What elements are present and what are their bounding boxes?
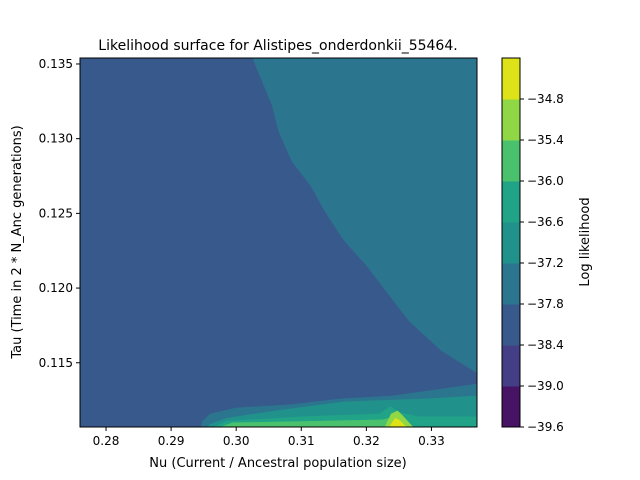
colorbar-band: [502, 99, 520, 141]
colorbar-tick-label: −34.8: [527, 92, 564, 106]
y-tick-label: 0.135: [39, 57, 73, 71]
x-tick-label: 0.32: [353, 434, 380, 448]
colorbar-tick-label: −36.6: [527, 215, 564, 229]
y-tick-label: 0.130: [39, 132, 73, 146]
x-tick-label: 0.31: [288, 434, 315, 448]
y-axis-ticks: 0.115 0.120 0.125 0.130 0.135: [39, 57, 80, 370]
colorbar-tick-label: −39.6: [527, 420, 564, 434]
colorbar-band: [502, 304, 520, 346]
colorbar-band: [502, 181, 520, 223]
colorbar: −39.6 −39.0 −38.4 −37.8 −37.2 −36.6 −36.0 −35.4…: [501, 57, 564, 434]
x-axis-label: Nu (Current / Ancestral population size): [149, 456, 406, 471]
colorbar-band: [502, 263, 520, 305]
chart-title: Likelihood surface for Alistipes_onderdo…: [98, 38, 457, 54]
colorbar-tick-label: −38.4: [527, 338, 564, 352]
y-tick-label: 0.125: [39, 206, 73, 220]
x-axis-ticks: 0.28 0.29 0.30 0.31 0.32 0.33: [93, 427, 445, 448]
colorbar-band: [502, 345, 520, 387]
colorbar-tick-label: −37.2: [527, 256, 564, 270]
colorbar-tick-label: −35.4: [527, 133, 564, 147]
colorbar-band: [502, 58, 520, 100]
colorbar-band: [502, 140, 520, 182]
colorbar-band: [502, 386, 520, 428]
x-tick-label: 0.33: [418, 434, 445, 448]
contour-region-6: [219, 418, 389, 427]
contour-regions: [80, 58, 477, 427]
y-tick-label: 0.120: [39, 281, 73, 295]
x-tick-label: 0.29: [158, 434, 185, 448]
contour-region-2: [80, 58, 477, 427]
x-tick-label: 0.30: [223, 434, 250, 448]
colorbar-label: Log likelihood: [578, 197, 593, 286]
y-axis-label: Tau (Time in 2 * N_Anc generations): [10, 125, 25, 359]
colorbar-tick-label: −39.0: [527, 379, 564, 393]
contour-region-8: [389, 418, 407, 427]
plot-frame: [79, 57, 478, 428]
colorbar-band: [502, 222, 520, 264]
contour-region-7: [384, 410, 414, 427]
colorbar-tick-label: −36.0: [527, 174, 564, 188]
colorbar-frame: [501, 57, 521, 428]
colorbar-tick-label: −37.8: [527, 297, 564, 311]
x-tick-label: 0.28: [93, 434, 120, 448]
y-tick-label: 0.115: [39, 356, 73, 370]
